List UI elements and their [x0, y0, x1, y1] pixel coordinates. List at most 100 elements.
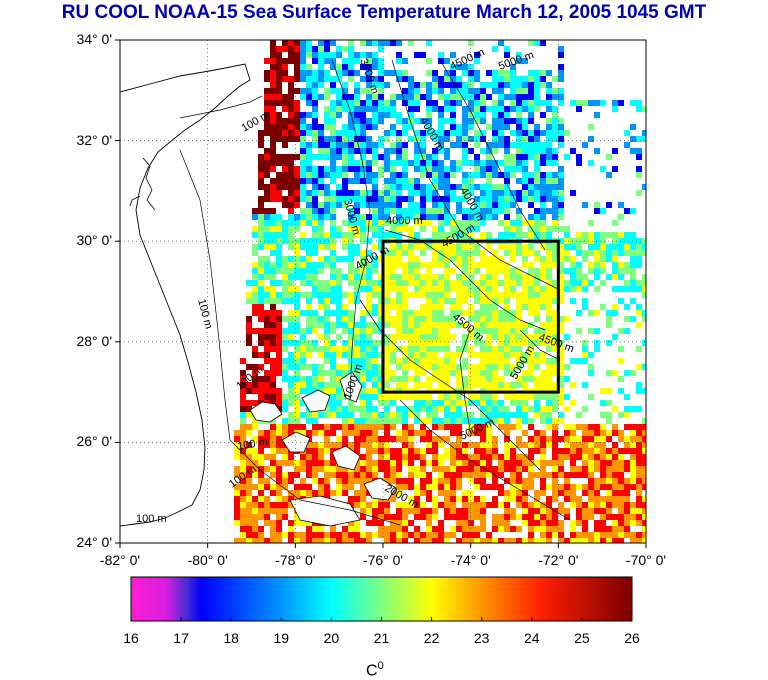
- sst-pixel: [438, 328, 444, 334]
- sst-pixel: [498, 334, 504, 340]
- sst-pixel: [324, 358, 330, 364]
- sst-pixel: [378, 82, 384, 88]
- sst-pixel: [516, 94, 522, 100]
- sst-pixel: [570, 490, 576, 496]
- sst-pixel: [312, 166, 318, 172]
- sst-pixel: [426, 262, 432, 268]
- sst-pixel: [240, 466, 246, 472]
- sst-pixel: [426, 394, 432, 400]
- sst-pixel: [426, 208, 432, 214]
- sst-pixel: [612, 478, 618, 484]
- sst-pixel: [378, 76, 384, 82]
- sst-pixel: [450, 460, 456, 466]
- sst-pixel: [618, 514, 624, 520]
- sst-pixel: [240, 358, 246, 364]
- sst-pixel: [432, 478, 438, 484]
- sst-pixel: [558, 520, 564, 526]
- sst-pixel: [396, 262, 402, 268]
- sst-pixel: [348, 484, 354, 490]
- sst-pixel: [540, 532, 546, 538]
- sst-pixel: [384, 136, 390, 142]
- sst-pixel: [432, 460, 438, 466]
- sst-pixel: [426, 514, 432, 520]
- sst-pixel: [516, 298, 522, 304]
- sst-pixel: [264, 130, 270, 136]
- sst-pixel: [534, 436, 540, 442]
- sst-pixel: [360, 346, 366, 352]
- sst-pixel: [492, 124, 498, 130]
- sst-pixel: [582, 448, 588, 454]
- sst-pixel: [324, 52, 330, 58]
- sst-pixel: [486, 538, 492, 543]
- sst-pixel: [438, 118, 444, 124]
- sst-pixel: [444, 514, 450, 520]
- sst-pixel: [390, 178, 396, 184]
- sst-pixel: [360, 418, 366, 424]
- sst-pixel: [528, 466, 534, 472]
- sst-pixel: [270, 184, 276, 190]
- sst-pixel: [306, 442, 312, 448]
- sst-pixel: [366, 406, 372, 412]
- sst-pixel: [546, 370, 552, 376]
- sst-pixel: [342, 340, 348, 346]
- sst-pixel: [516, 136, 522, 142]
- sst-pixel: [612, 490, 618, 496]
- sst-pixel: [336, 442, 342, 448]
- sst-pixel: [558, 502, 564, 508]
- sst-pixel: [426, 70, 432, 76]
- sst-pixel: [288, 166, 294, 172]
- sst-pixel: [540, 208, 546, 214]
- sst-pixel: [312, 142, 318, 148]
- sst-pixel: [600, 466, 606, 472]
- sst-pixel: [306, 520, 312, 526]
- sst-pixel: [270, 190, 276, 196]
- sst-pixel: [438, 364, 444, 370]
- sst-pixel: [288, 58, 294, 64]
- sst-pixel: [474, 226, 480, 232]
- sst-pixel: [234, 448, 240, 454]
- sst-pixel: [240, 460, 246, 466]
- sst-pixel: [582, 538, 588, 543]
- sst-pixel: [504, 460, 510, 466]
- sst-pixel: [336, 100, 342, 106]
- sst-pixel: [516, 118, 522, 124]
- sst-pixel: [594, 256, 600, 262]
- sst-pixel: [426, 196, 432, 202]
- sst-pixel: [534, 190, 540, 196]
- sst-pixel: [438, 400, 444, 406]
- sst-pixel: [558, 274, 564, 280]
- sst-pixel: [612, 466, 618, 472]
- sst-pixel: [324, 232, 330, 238]
- sst-pixel: [312, 316, 318, 322]
- sst-pixel: [246, 388, 252, 394]
- sst-pixel: [282, 364, 288, 370]
- sst-pixel: [318, 322, 324, 328]
- sst-pixel: [618, 412, 624, 418]
- sst-pixel: [486, 292, 492, 298]
- sst-pixel: [360, 172, 366, 178]
- sst-pixel: [426, 280, 432, 286]
- sst-pixel: [390, 538, 396, 543]
- sst-pixel: [588, 448, 594, 454]
- sst-pixel: [588, 250, 594, 256]
- sst-pixel: [498, 406, 504, 412]
- sst-pixel: [594, 328, 600, 334]
- sst-pixel: [432, 148, 438, 154]
- sst-pixel: [336, 106, 342, 112]
- sst-pixel: [396, 232, 402, 238]
- sst-pixel: [558, 526, 564, 532]
- sst-pixel: [354, 358, 360, 364]
- sst-pixel: [396, 484, 402, 490]
- sst-pixel: [618, 346, 624, 352]
- sst-pixel: [552, 370, 558, 376]
- sst-pixel: [288, 160, 294, 166]
- sst-pixel: [348, 64, 354, 70]
- sst-pixel: [480, 520, 486, 526]
- sst-pixel: [450, 352, 456, 358]
- sst-pixel: [360, 514, 366, 520]
- sst-pixel: [510, 448, 516, 454]
- sst-pixel: [504, 340, 510, 346]
- sst-pixel: [450, 280, 456, 286]
- sst-pixel: [462, 268, 468, 274]
- sst-pixel: [282, 40, 288, 46]
